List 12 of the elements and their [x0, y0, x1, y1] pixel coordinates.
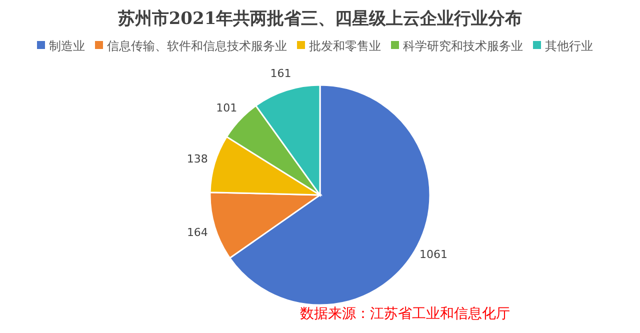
data-label: 164: [186, 226, 208, 239]
legend-label: 批发和零售业: [309, 39, 381, 53]
legend-label: 制造业: [49, 39, 85, 53]
legend-label: 其他行业: [545, 39, 593, 53]
source-note: 数据来源：江苏省工业和信息化厅: [300, 306, 510, 322]
data-label: 1061: [420, 248, 448, 262]
legend-label: 信息传输、软件和信息技术服务业: [107, 39, 287, 53]
data-label: 138: [186, 152, 208, 166]
data-label: 161: [270, 67, 292, 80]
chart-title: 苏州市2021年共两批省三、四星级上云企业行业分布: [116, 9, 522, 29]
data-label: 101: [216, 101, 238, 114]
legend-label: 科学研究和技术服务业: [403, 39, 523, 53]
